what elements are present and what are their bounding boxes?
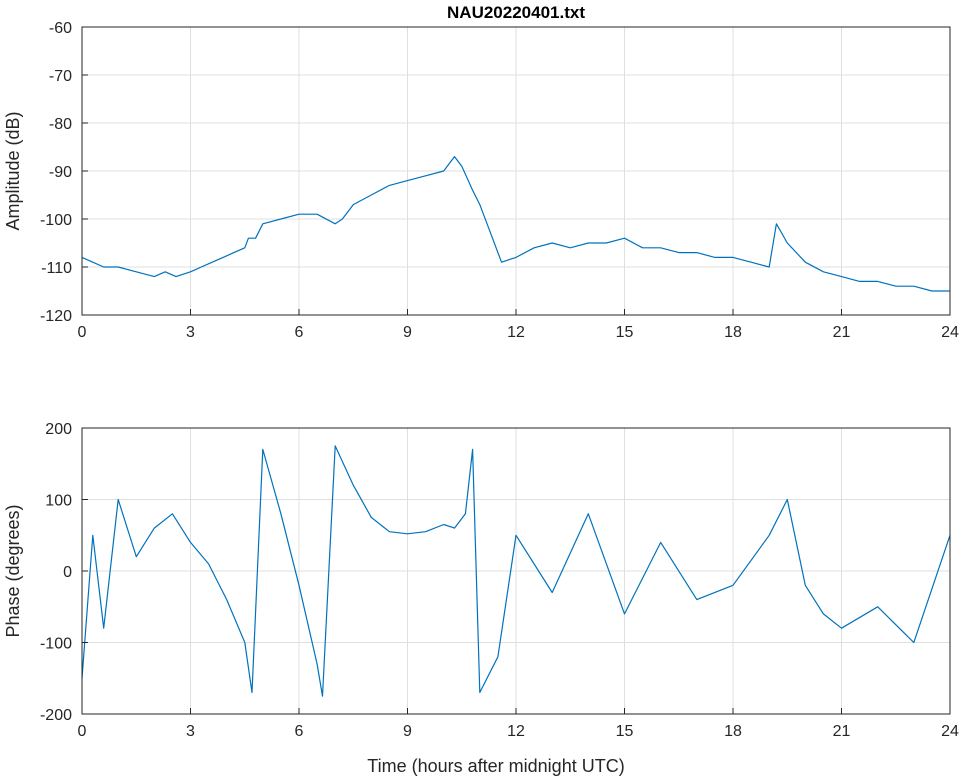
phase-x-tick-label: 9 [403, 723, 412, 740]
amplitude-y-tick-label: -80 [49, 116, 72, 133]
amplitude-panel: 0 3 6 9 12 15 18 21 24 -60 -70 -80 -90 -100 -110 -120 N… [3, 3, 959, 341]
phase-x-tick-label: 12 [507, 723, 525, 740]
phase-y-tick-label: 0 [63, 564, 72, 581]
amplitude-x-tick-label: 24 [941, 324, 959, 341]
phase-x-tick-label: 18 [724, 723, 742, 740]
phase-series [81, 445, 951, 697]
amplitude-y-tick-label: -70 [49, 68, 72, 85]
phase-series-line [81, 445, 951, 697]
amplitude-series [81, 156, 950, 292]
phase-x-tick-label: 15 [616, 723, 634, 740]
amplitude-y-axis-label: Amplitude (dB) [3, 111, 23, 230]
phase-y-tick-label: -200 [40, 707, 72, 724]
amplitude-x-tick-label: 21 [833, 324, 851, 341]
amplitude-y-tick-label: -120 [40, 308, 72, 325]
amplitude-x-tick-label: 3 [186, 324, 195, 341]
amplitude-y-tick-label: -90 [49, 164, 72, 181]
phase-y-tick-label: 100 [45, 493, 72, 510]
amplitude-x-tick-label: 12 [507, 324, 525, 341]
x-axis-label: Time (hours after midnight UTC) [367, 756, 624, 776]
amplitude-y-tick-label: -100 [40, 212, 72, 229]
amplitude-x-tick-label: 9 [403, 324, 412, 341]
phase-y-axis-label: Phase (degrees) [3, 504, 23, 637]
amplitude-series-line [81, 156, 950, 292]
phase-x-tick-label: 24 [941, 723, 959, 740]
phase-grid [82, 428, 950, 714]
amplitude-y-tick-label: -60 [49, 20, 72, 37]
amplitude-x-tick-label: 0 [78, 324, 87, 341]
phase-x-tick-label: 0 [78, 723, 87, 740]
amplitude-y-tick-label: -110 [41, 260, 72, 277]
amplitude-grid [82, 27, 950, 315]
phase-x-tick-label: 21 [833, 723, 851, 740]
phase-y-tick-label: 200 [45, 421, 72, 438]
phase-y-tick-label: -100 [40, 636, 72, 653]
phase-x-tick-label: 6 [295, 723, 304, 740]
phase-panel: 0 3 6 9 12 15 18 21 24 200 100 0 -100 -200 Phase (deg… [3, 421, 959, 776]
phase-x-tick-label: 3 [186, 723, 195, 740]
phase-tick-labels: 0 3 6 9 12 15 18 21 24 200 100 0 -100 -200 [40, 421, 959, 740]
amplitude-tick-labels: 0 3 6 9 12 15 18 21 24 -60 -70 -80 -90 -100 -110 -120 [40, 20, 959, 341]
amplitude-x-tick-label: 6 [295, 324, 304, 341]
chart-title: NAU20220401.txt [447, 3, 585, 22]
amplitude-x-tick-label: 15 [616, 324, 634, 341]
amplitude-x-tick-label: 18 [724, 324, 742, 341]
